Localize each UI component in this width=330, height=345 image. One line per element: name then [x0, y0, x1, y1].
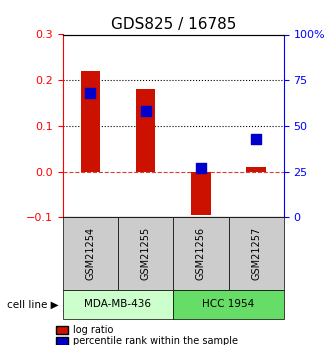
Text: log ratio: log ratio: [73, 325, 113, 335]
Title: GDS825 / 16785: GDS825 / 16785: [111, 17, 236, 32]
Point: [88, 90, 93, 96]
Bar: [81, 71, 100, 171]
Point: [143, 109, 148, 114]
Text: MDA-MB-436: MDA-MB-436: [84, 299, 151, 309]
Text: HCC 1954: HCC 1954: [202, 299, 255, 309]
Text: GSM21256: GSM21256: [196, 227, 206, 280]
Point: [198, 165, 204, 171]
Bar: [191, 171, 211, 215]
Text: GSM21257: GSM21257: [251, 227, 261, 280]
Bar: [136, 89, 155, 171]
Bar: [247, 167, 266, 171]
Text: GSM21254: GSM21254: [85, 227, 95, 280]
Text: percentile rank within the sample: percentile rank within the sample: [73, 336, 238, 345]
Text: GSM21255: GSM21255: [141, 227, 150, 280]
Text: cell line ▶: cell line ▶: [7, 299, 58, 309]
Point: [253, 136, 259, 141]
